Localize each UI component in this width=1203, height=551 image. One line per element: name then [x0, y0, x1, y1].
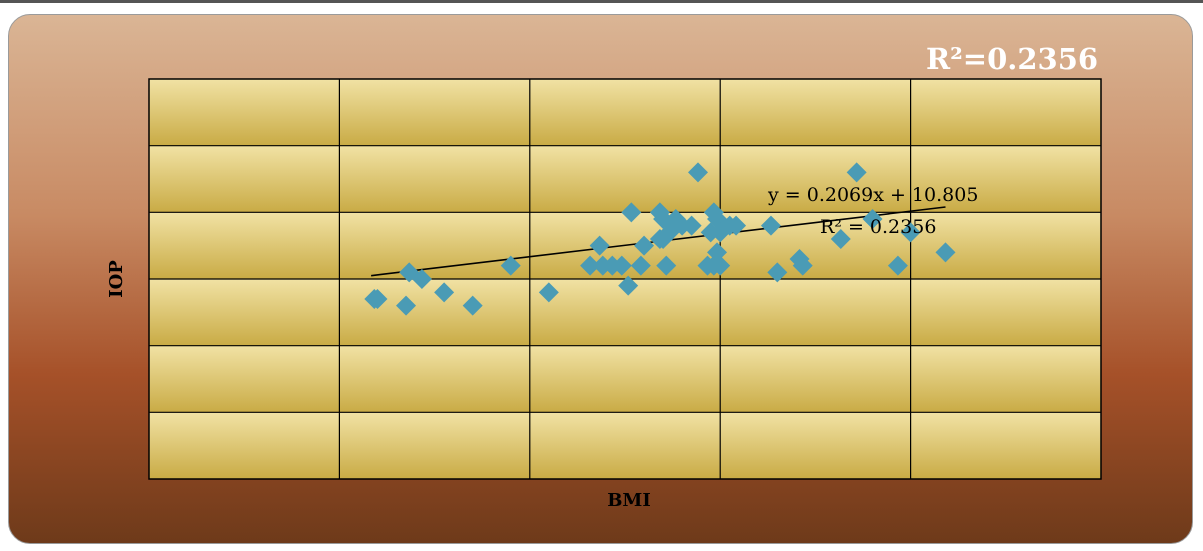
- data-points: [364, 162, 956, 316]
- data-point: [592, 255, 613, 276]
- data-point: [887, 255, 908, 276]
- data-point: [462, 295, 483, 316]
- data-point: [538, 282, 559, 303]
- data-point: [611, 255, 632, 276]
- plot-band: [149, 412, 1101, 479]
- plot-area-bands: [149, 79, 1101, 479]
- plot-area-border: [148, 78, 1102, 480]
- trendline-r-squared: R² = 0.2356: [820, 216, 936, 238]
- data-point: [396, 295, 417, 316]
- data-point: [830, 229, 851, 249]
- panel-r-squared-title: R²=0.2356: [926, 42, 1099, 76]
- data-point: [589, 235, 610, 256]
- data-point: [649, 202, 670, 223]
- plot-band: [149, 345, 1101, 413]
- data-point: [367, 289, 388, 309]
- data-point: [656, 255, 677, 276]
- data-point: [434, 282, 455, 303]
- y-axis-title: IOP: [106, 260, 127, 298]
- plot-band: [149, 79, 1101, 146]
- plot-band: [149, 145, 1101, 213]
- data-point: [900, 222, 921, 243]
- data-point: [846, 162, 867, 183]
- data-point: [707, 242, 728, 263]
- data-point: [935, 242, 956, 263]
- data-point: [630, 255, 651, 276]
- data-point: [634, 235, 655, 256]
- data-point: [792, 255, 813, 276]
- data-point: [411, 269, 432, 289]
- data-point: [681, 215, 702, 236]
- data-point: [618, 275, 639, 296]
- top-rule: [0, 0, 1203, 3]
- x-axis-title: BMI: [607, 490, 651, 511]
- data-point: [726, 215, 747, 236]
- data-point: [687, 162, 708, 183]
- data-point: [862, 209, 883, 229]
- data-point: [760, 215, 781, 236]
- data-point: [767, 262, 788, 283]
- data-point: [580, 255, 601, 276]
- trendline-equation: y = 0.2069x + 10.805: [767, 184, 978, 206]
- data-point: [710, 255, 731, 276]
- data-point: [500, 255, 521, 276]
- data-point: [621, 202, 642, 223]
